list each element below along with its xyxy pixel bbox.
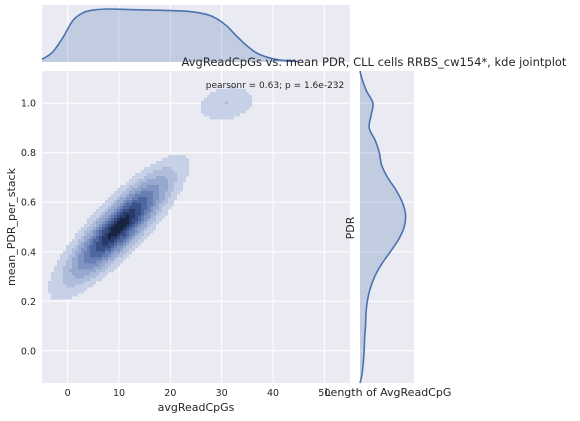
chart-title: AvgReadCpGs vs. mean PDR, CLL cells RRBS… [182, 55, 567, 69]
y-tick-label: 1.0 [21, 99, 36, 110]
kde-level-region [108, 215, 129, 240]
x-marginal-density-line [41, 8, 299, 63]
kde-level-9 [108, 215, 129, 240]
y-tick-label: 0.0 [21, 346, 36, 357]
right-marginal-y-label: PDR [344, 216, 357, 239]
x-tick-label: 20 [164, 388, 176, 399]
pearson-annotation: pearsonr = 0.63; p = 1.6e-232 [206, 81, 345, 91]
y-tick-label: 0.4 [21, 247, 36, 258]
y-tick-label: 0.6 [21, 198, 36, 209]
y-tick-label: 0.8 [21, 148, 36, 159]
x-tick-label: 50 [318, 388, 330, 399]
right-marginal-gridlines [360, 102, 414, 352]
x-axis-label: avgReadCpGs [158, 401, 235, 414]
top-marginal-panel [41, 5, 350, 63]
y-marginal-density-fill [360, 71, 406, 383]
right-marginal-panel [359, 70, 414, 384]
y-marginal-density-line [359, 70, 407, 384]
top-marginal-gridlines [67, 5, 325, 62]
x-axis-tick-labels: 0 10 20 30 40 50 [65, 388, 331, 399]
x-tick-label: 0 [65, 388, 71, 399]
joint-axes: 0 10 20 30 40 50 0.0 0.2 0.4 0.6 0.8 1.0 [21, 71, 350, 399]
y-tick-label: 0.2 [21, 297, 36, 308]
x-tick-label: 30 [216, 388, 228, 399]
y-axis-tick-labels: 0.0 0.2 0.4 0.6 0.8 1.0 [21, 99, 36, 358]
x-tick-label: 40 [267, 388, 279, 399]
y-axis-label: mean_PDR_per_stack [5, 167, 18, 286]
x-marginal-density-fill [42, 8, 299, 62]
top-marginal-background [42, 5, 350, 62]
x-tick-label: 10 [113, 388, 125, 399]
right-marginal-x-label: Length of AvgReadCpG [325, 386, 452, 399]
kde-contour-layers [48, 86, 252, 300]
